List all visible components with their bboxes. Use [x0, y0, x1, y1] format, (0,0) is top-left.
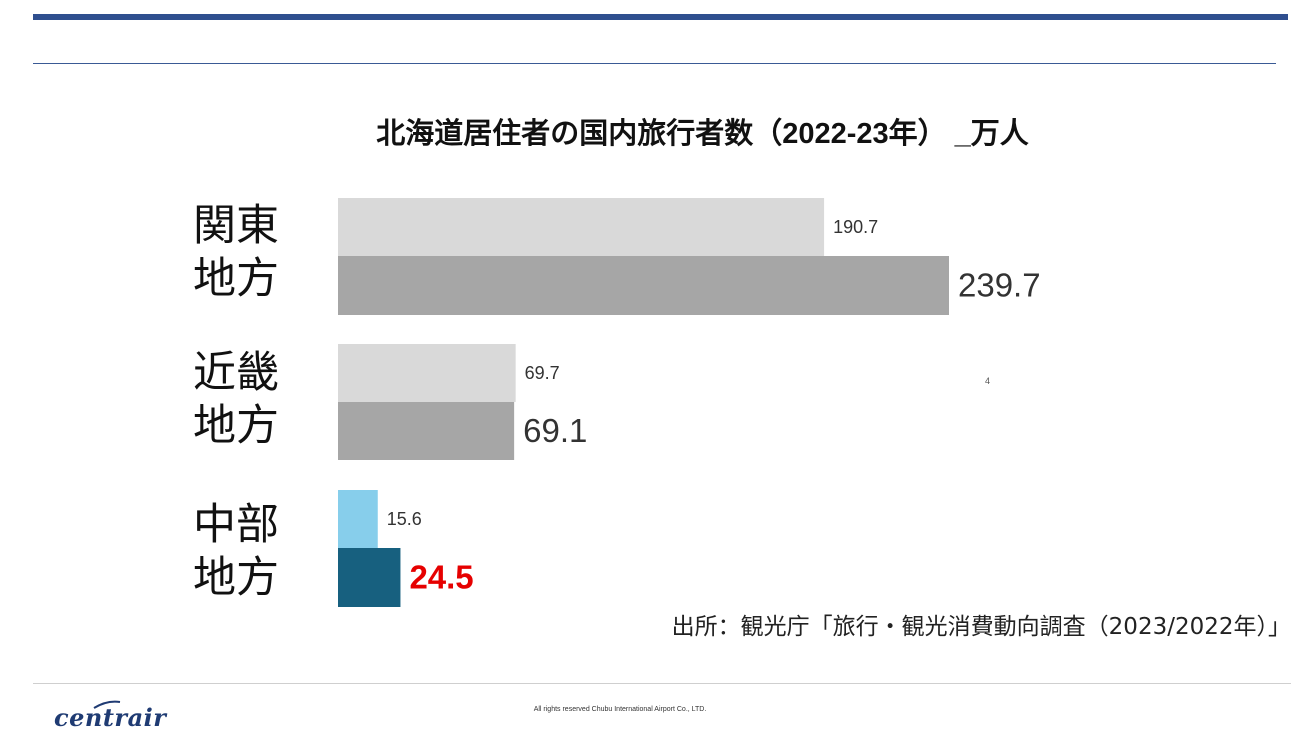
bar-1-0: [338, 344, 516, 402]
category-label-line2: 地方: [193, 401, 279, 451]
chart-title: 北海道居住者の国内旅行者数（2022-23年） _万人: [376, 118, 1029, 150]
category-label-kanto: 関東 地方: [193, 200, 279, 306]
footer-divider: [33, 683, 1291, 684]
bar-0-1: [338, 256, 949, 315]
source-note: 出所：観光庁「旅行・観光消費動向調査（2023/2022年）」: [671, 614, 1291, 640]
category-label-line1: 近畿: [193, 348, 279, 398]
header-accent-bar: [33, 14, 1288, 20]
category-label-kinki: 近畿 地方: [193, 347, 279, 453]
data-label-2-0: 15.6: [387, 509, 422, 529]
bar-2-1: [338, 548, 401, 607]
data-label-1-1: 69.1: [523, 412, 587, 449]
bar-1-1: [338, 402, 515, 460]
category-label-line1: 中部: [193, 500, 279, 550]
stray-mark: 4: [985, 376, 991, 386]
logo-swoosh-icon: [93, 700, 121, 709]
data-label-0-0: 190.7: [833, 217, 878, 237]
data-label-0-1: 239.7: [958, 267, 1041, 304]
header-divider: [33, 63, 1276, 64]
centrair-logo: centrair: [54, 703, 167, 732]
copyright-text: All rights reserved Chubu International …: [533, 706, 707, 713]
category-label-line1: 関東: [193, 201, 279, 251]
data-label-2-1: 24.5: [409, 559, 473, 596]
data-label-1-0: 69.7: [525, 363, 560, 383]
category-label-chubu: 中部 地方: [193, 499, 279, 605]
category-label-line2: 地方: [193, 553, 279, 603]
bar-2-0: [338, 490, 378, 548]
category-label-line2: 地方: [193, 254, 279, 304]
bar-0-0: [338, 198, 825, 256]
